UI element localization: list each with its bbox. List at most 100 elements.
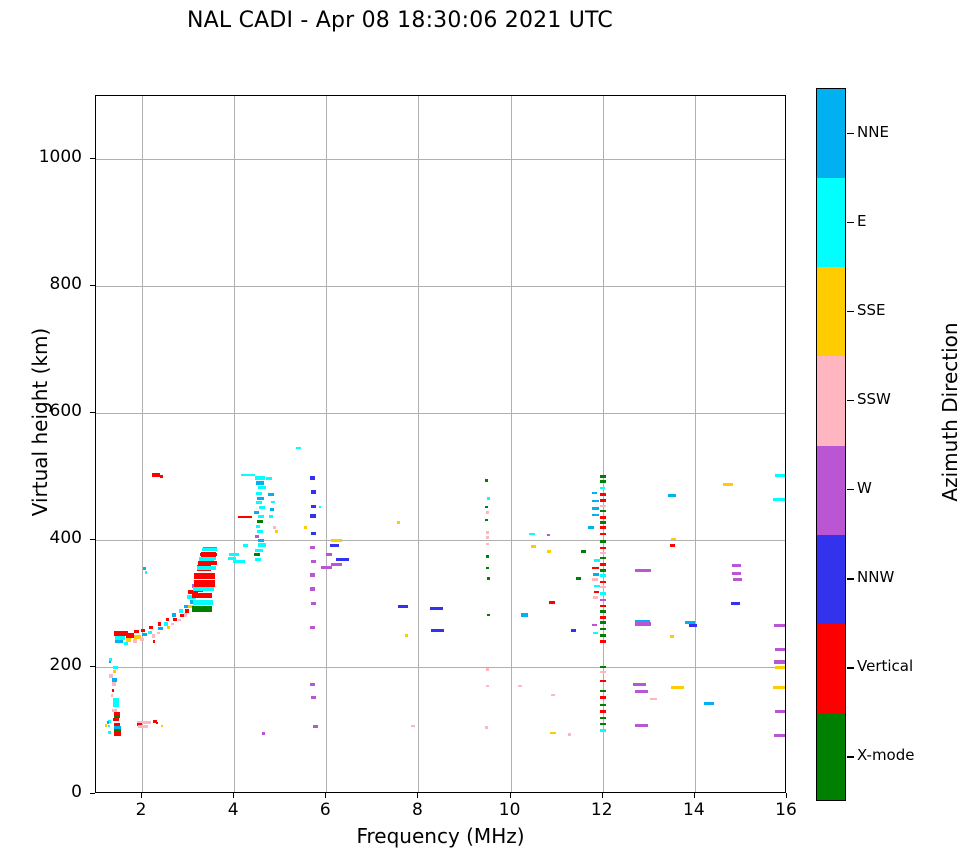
echo-mark [517,684,523,688]
colorbar-tick [847,310,854,313]
echo-mark [411,724,415,728]
x-tick-label: 2 [135,800,147,820]
echo-mark [685,621,696,625]
echo-mark [254,558,262,562]
x-tick-label: 12 [590,800,613,820]
gridline-vertical [694,96,696,792]
x-tick-label: 6 [319,800,331,820]
gridline-vertical [602,96,604,792]
echo-mark [599,574,606,577]
x-tick-label: 8 [412,800,423,820]
echo-mark [599,504,606,508]
colorbar-tick [847,221,854,224]
echo-mark [635,622,652,626]
echo-mark [773,734,785,738]
echo-mark [599,492,606,497]
echo-mark [171,622,174,626]
colorbar-tick [847,489,854,491]
echo-mark [112,718,119,722]
echo-mark [593,573,600,576]
colorbar-label: SSE [857,300,886,319]
x-tick [786,793,787,798]
echo-mark [592,596,599,599]
echo-mark [599,585,606,589]
echo-mark [576,576,582,580]
echo-mark [668,494,676,498]
echo-mark [550,693,556,697]
y-tick-label: 800 [49,274,82,295]
echo-mark [599,689,606,693]
echo-mark [396,521,400,524]
echo-mark [310,514,317,518]
y-tick [90,793,95,794]
echo-mark [309,545,316,549]
echo-mark [486,613,491,617]
gridline-horizontal [96,540,785,542]
echo-mark [232,560,245,564]
echo-mark [599,722,606,726]
echo-mark [599,696,606,699]
echo-mark [111,688,115,693]
echo-mark [112,665,119,669]
echo-mark [591,491,598,495]
echo-mark [312,724,318,728]
colorbar-band [817,356,845,446]
echo-mark [309,587,316,591]
echo-mark [310,490,317,494]
echo-mark [109,674,114,678]
echo-mark [635,569,652,573]
echo-mark [485,536,490,539]
echo-mark [331,562,342,566]
y-tick-label: 400 [49,528,82,549]
echo-mark [262,732,266,735]
echo-mark [113,726,121,730]
colorbar-tick [847,578,854,580]
echo-mark [485,566,490,570]
echo-mark [599,480,606,484]
y-tick-label: 1000 [38,147,82,168]
y-tick-label: 0 [71,782,82,802]
echo-mark [273,526,277,529]
echo-mark [114,635,125,640]
echo-mark [405,634,408,637]
echo-mark [634,723,648,728]
echo-mark [599,609,606,613]
echo-mark [485,510,490,514]
echo-mark [486,576,491,580]
echo-mark [254,510,259,514]
echo-mark [194,572,216,579]
colorbar-label: NNE [857,122,889,141]
y-tick-label: 200 [49,655,82,676]
echo-mark [256,501,263,505]
echo-mark [238,516,253,519]
echo-mark [326,552,332,556]
echo-mark [650,697,657,701]
echo-mark [112,682,117,687]
echo-mark [275,530,278,533]
colorbar-label: W [857,479,872,498]
echo-mark [153,720,157,724]
colorbar-label: SSW [857,389,891,408]
y-tick [90,412,95,414]
echo-mark [485,505,489,509]
echo-mark [309,626,316,630]
echo-mark [593,590,600,594]
echo-mark [200,552,217,556]
echo-mark [599,729,606,732]
echo-mark [592,499,599,503]
echo-mark [140,628,146,632]
echo-mark [485,531,490,534]
x-axis-label: Frequency (MHz) [356,824,525,848]
x-tick-label: 16 [775,800,797,820]
colorbar-band [817,267,845,357]
echo-mark [270,500,276,504]
echo-mark [161,724,164,728]
echo-mark [194,580,216,587]
echo-mark [669,635,675,638]
echo-mark [151,634,156,638]
gridline-vertical [142,96,144,792]
echo-mark [670,685,684,689]
echo-mark [531,545,536,548]
echo-mark [257,520,263,524]
echo-mark [296,446,301,450]
